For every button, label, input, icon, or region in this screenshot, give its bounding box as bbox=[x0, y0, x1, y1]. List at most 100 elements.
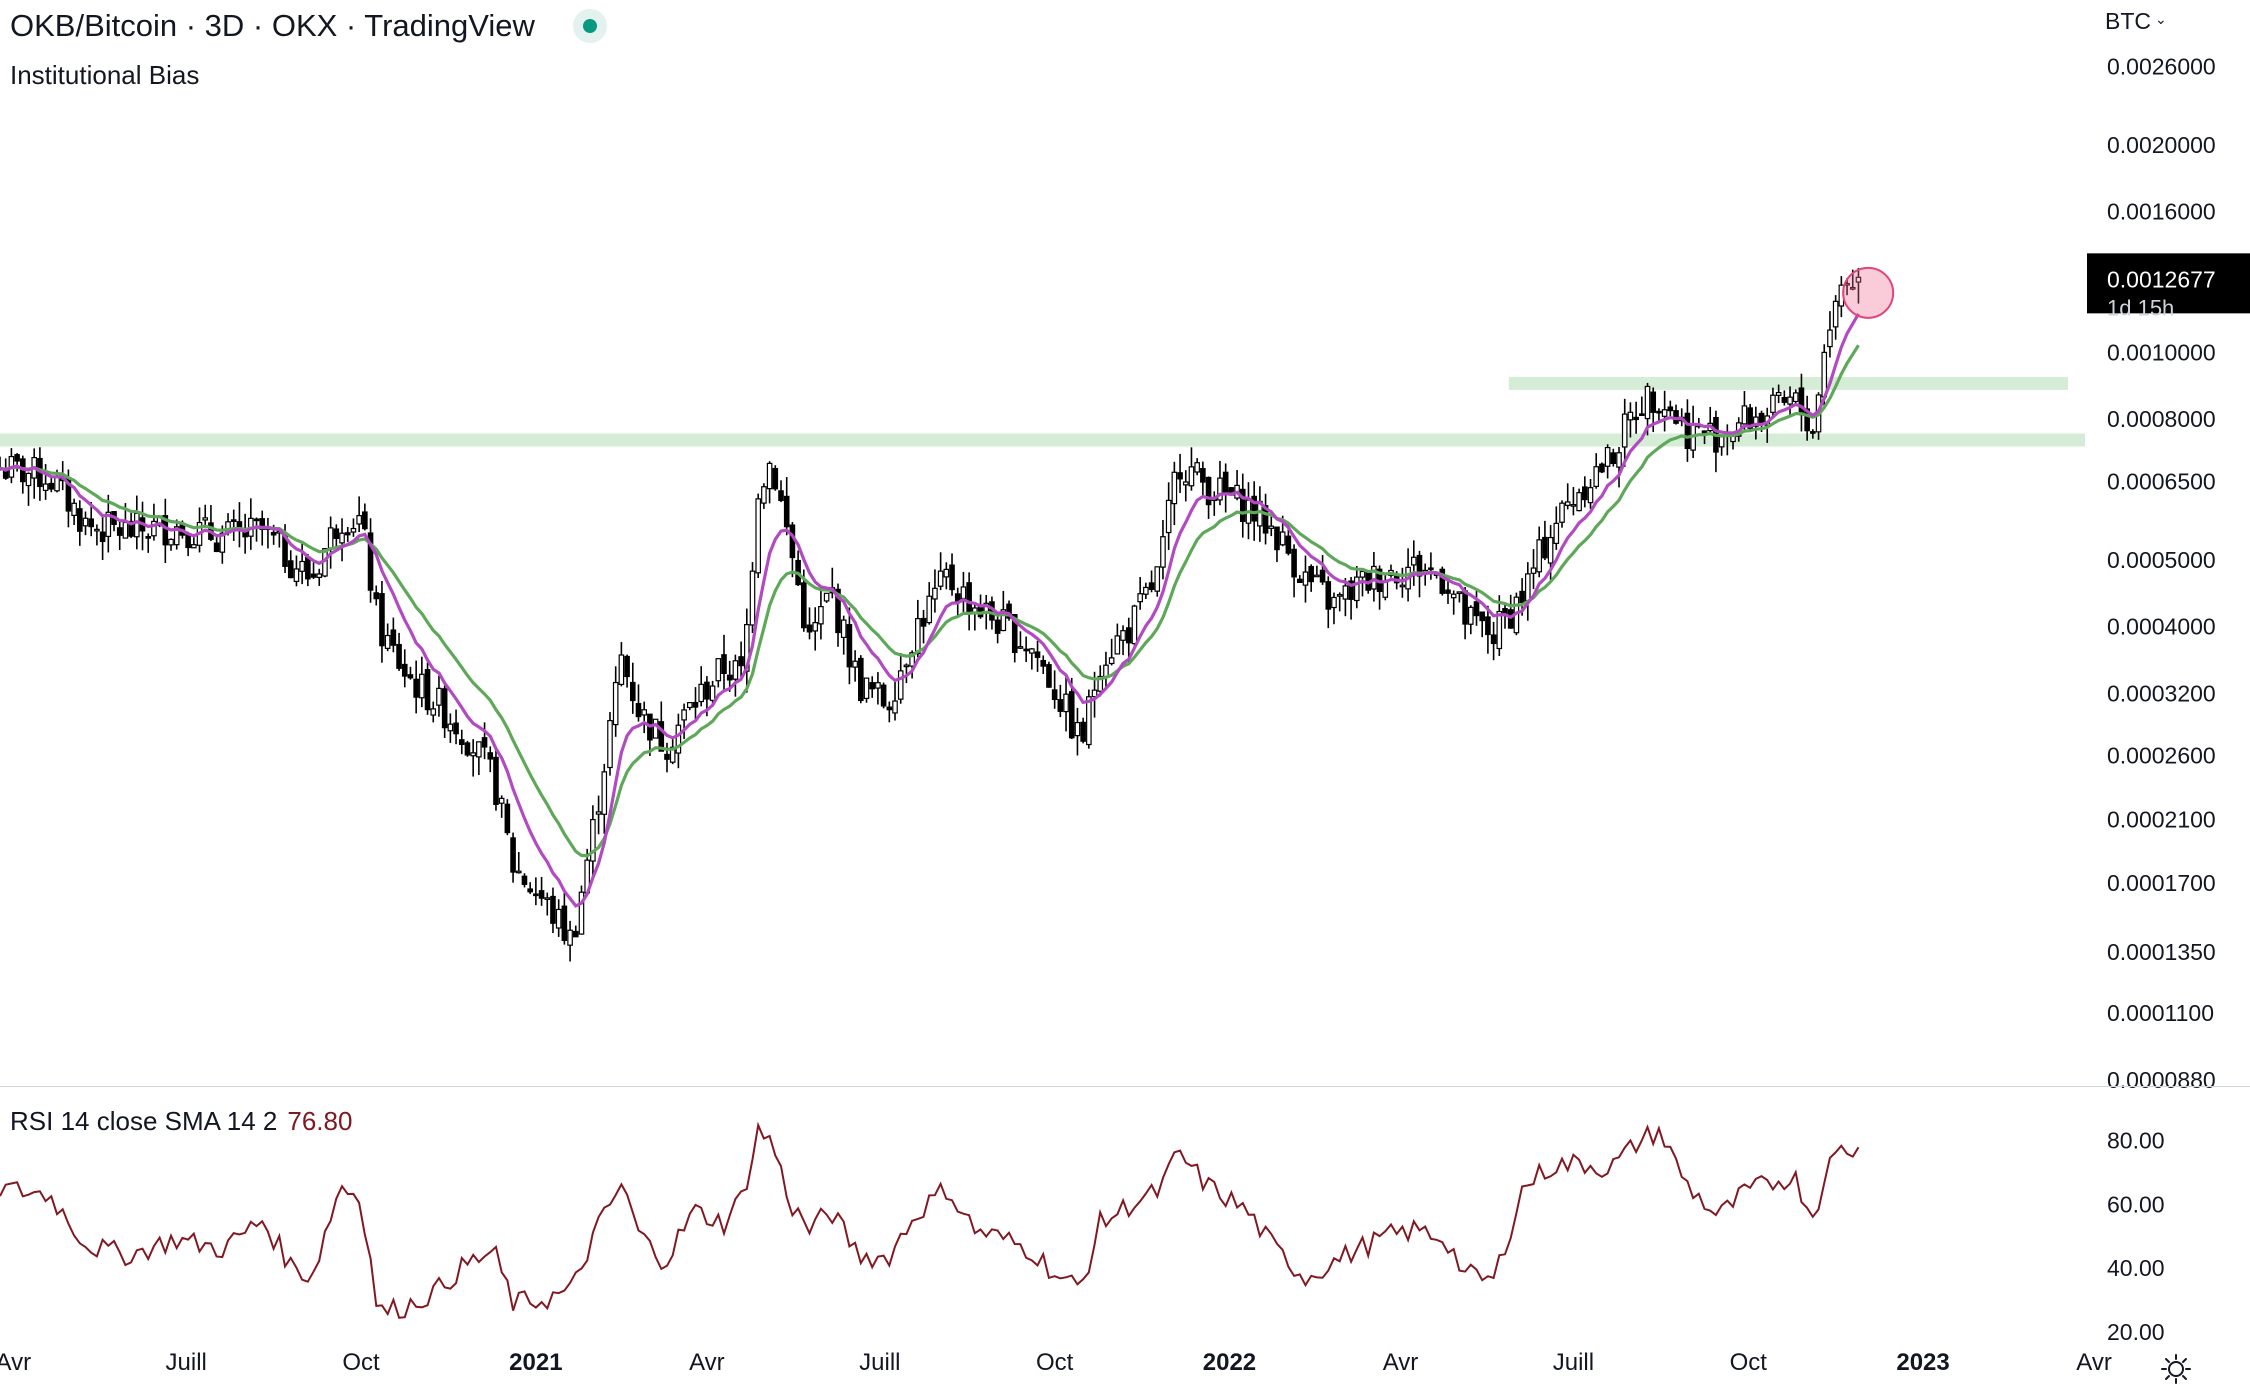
candle-body bbox=[738, 656, 744, 667]
candle-body bbox=[339, 532, 345, 544]
candle-body bbox=[88, 518, 95, 528]
candle bbox=[20, 455, 26, 494]
candle-body bbox=[812, 622, 819, 632]
candle bbox=[419, 656, 425, 708]
candle-body bbox=[504, 803, 511, 834]
candle-body bbox=[555, 908, 562, 929]
candle bbox=[1165, 482, 1172, 550]
candle bbox=[1057, 684, 1064, 718]
candle-body bbox=[1262, 505, 1269, 534]
candle bbox=[572, 925, 579, 938]
candle-body bbox=[1336, 594, 1343, 597]
candle-body bbox=[766, 462, 773, 490]
candle bbox=[476, 741, 482, 776]
candle bbox=[744, 608, 750, 693]
candle bbox=[1040, 655, 1047, 675]
rsi-tick-label: 20.00 bbox=[2107, 1319, 2165, 1345]
candle-body bbox=[42, 483, 49, 492]
candle bbox=[413, 660, 419, 714]
candle-body bbox=[191, 544, 197, 549]
candle bbox=[555, 899, 562, 937]
candle bbox=[607, 712, 613, 776]
candle-body bbox=[213, 542, 220, 553]
candle bbox=[1536, 526, 1543, 578]
candle-body bbox=[835, 588, 841, 634]
ema-fast-line[interactable] bbox=[0, 313, 1860, 908]
candle-body bbox=[430, 708, 437, 716]
candle bbox=[1610, 448, 1617, 467]
candle bbox=[447, 713, 454, 743]
candle bbox=[1810, 429, 1816, 439]
candle bbox=[960, 571, 967, 614]
currency-dropdown[interactable]: BTC ⌄ bbox=[2105, 8, 2167, 35]
live-status-indicator[interactable] bbox=[573, 9, 607, 43]
candle bbox=[1051, 670, 1058, 709]
candle-body bbox=[858, 657, 864, 702]
candle-body bbox=[903, 664, 910, 668]
candle bbox=[82, 511, 89, 536]
candle bbox=[1456, 591, 1463, 603]
candle-body bbox=[1450, 593, 1457, 599]
candle bbox=[310, 562, 317, 579]
candle bbox=[772, 465, 779, 491]
candle-body bbox=[1496, 610, 1503, 650]
candle-body bbox=[1000, 609, 1007, 632]
candle-body bbox=[105, 511, 112, 537]
candle-body bbox=[202, 517, 209, 521]
candle bbox=[1599, 462, 1605, 474]
last-price-badge[interactable]: 0.0012677 1d 15h bbox=[2087, 253, 2250, 320]
candle bbox=[578, 885, 585, 935]
candle-body bbox=[966, 582, 972, 614]
highlight-circle[interactable] bbox=[1842, 266, 1895, 319]
candle-body bbox=[561, 905, 568, 941]
currency-label: BTC bbox=[2105, 8, 2151, 34]
candle-body bbox=[476, 741, 482, 758]
candle bbox=[863, 677, 870, 703]
candle bbox=[550, 887, 556, 934]
candle-body bbox=[464, 742, 471, 756]
candle-body bbox=[1154, 566, 1161, 592]
candle-body bbox=[1399, 584, 1406, 588]
candle-body bbox=[926, 595, 933, 624]
candle bbox=[972, 604, 978, 631]
candle-body bbox=[1621, 413, 1628, 448]
rsi-line[interactable] bbox=[0, 1121, 1860, 1319]
rsi-legend[interactable]: RSI 14 close SMA 14 2 76.80 bbox=[10, 1106, 352, 1137]
settings-sun-icon[interactable] bbox=[2160, 1353, 2192, 1385]
candle bbox=[903, 663, 910, 684]
candle bbox=[533, 877, 539, 906]
candle bbox=[202, 504, 209, 526]
candle bbox=[1182, 470, 1189, 502]
candle bbox=[293, 555, 300, 587]
candle bbox=[915, 599, 921, 658]
candle-body bbox=[82, 517, 89, 527]
indicator-name[interactable]: Institutional Bias bbox=[10, 60, 200, 90]
candle bbox=[1331, 592, 1337, 625]
candle-body bbox=[698, 683, 704, 703]
candle bbox=[94, 524, 100, 546]
candle bbox=[1080, 717, 1086, 744]
candle-body bbox=[789, 524, 796, 559]
support-zone-2[interactable] bbox=[1508, 376, 2068, 390]
candle bbox=[1781, 390, 1788, 406]
candle bbox=[430, 701, 437, 723]
candle bbox=[1633, 401, 1639, 434]
candle bbox=[1553, 506, 1560, 550]
candle bbox=[1296, 575, 1303, 583]
candle bbox=[681, 703, 687, 740]
candle-body bbox=[863, 677, 870, 700]
price-tick-label: 0.0004000 bbox=[2107, 614, 2216, 640]
candle bbox=[652, 718, 659, 739]
candle-body bbox=[1604, 447, 1611, 467]
candle-body bbox=[686, 702, 693, 709]
candle bbox=[521, 873, 528, 888]
candle-body bbox=[1359, 570, 1366, 578]
candle-body bbox=[761, 486, 767, 504]
support-zone-1[interactable] bbox=[0, 433, 2085, 447]
candle-body bbox=[458, 739, 465, 745]
candle-body bbox=[801, 582, 807, 629]
candle-body bbox=[122, 521, 129, 539]
pane-divider[interactable] bbox=[0, 1086, 2250, 1087]
